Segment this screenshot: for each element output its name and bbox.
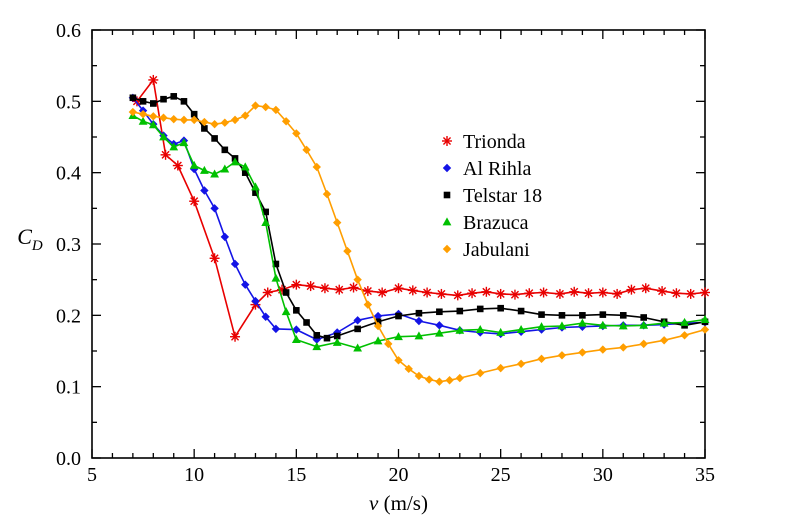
x-tick-label: 25 <box>491 464 511 486</box>
x-tick-label: 20 <box>389 464 409 486</box>
y-tick-label: 0.2 <box>56 305 81 327</box>
x-tick-label: 30 <box>593 464 613 486</box>
legend-label: Al Rihla <box>463 158 531 180</box>
x-tick-label: 35 <box>695 464 715 486</box>
triangle-up-icon <box>442 217 452 226</box>
star-icon <box>442 136 452 146</box>
legend: Trionda Al Rihla Telstar 18 Brazuca Jabulani <box>442 131 542 261</box>
legend-label: Telstar 18 <box>463 185 542 207</box>
x-tick-label: 10 <box>184 464 204 486</box>
y-tick-label: 0.4 <box>56 163 81 185</box>
x-tick-label: 5 <box>87 464 97 486</box>
legend-item-jabulani: Jabulani <box>442 239 530 261</box>
legend-label: Brazuca <box>463 212 529 234</box>
legend-label: Trionda <box>463 131 526 153</box>
axis-ticks <box>91 29 706 459</box>
square-icon <box>443 191 451 199</box>
y-tick-label: 0.1 <box>56 377 81 399</box>
diamond-icon <box>442 244 452 254</box>
legend-item-telstar-18: Telstar 18 <box>443 185 542 207</box>
series-telstar-18 <box>129 93 709 342</box>
legend-item-al-rihla: Al Rihla <box>442 158 531 180</box>
y-tick-label: 0.5 <box>56 91 81 113</box>
x-tick-labels: 5 10 15 20 25 30 35 <box>87 464 715 486</box>
legend-item-trionda: Trionda <box>442 131 526 153</box>
series-al-rihla <box>128 93 710 344</box>
y-tick-label: 0.6 <box>56 20 81 42</box>
legend-label: Jabulani <box>463 239 530 261</box>
x-tick-label: 15 <box>286 464 306 486</box>
diamond-icon <box>442 163 452 173</box>
series-jabulani <box>128 101 710 386</box>
y-axis-label: CD <box>17 224 43 254</box>
y-tick-labels: 0.0 0.1 0.2 0.3 0.4 0.5 0.6 <box>56 20 81 470</box>
x-axis-label: v (m/s) <box>369 491 428 515</box>
y-tick-label: 0.0 <box>56 448 81 470</box>
y-tick-label: 0.3 <box>56 234 81 256</box>
legend-item-brazuca: Brazuca <box>442 212 529 234</box>
plot-frame <box>91 29 706 459</box>
